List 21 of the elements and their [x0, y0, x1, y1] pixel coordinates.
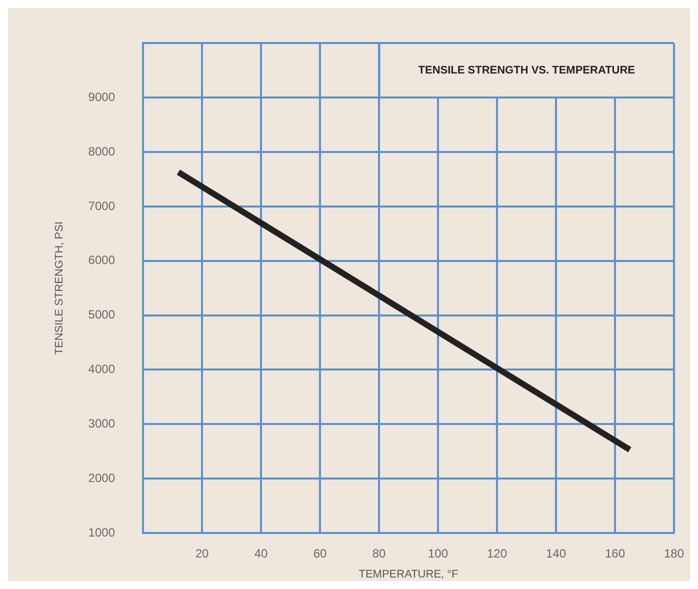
x-axis-title: TEMPERATURE, °F: [358, 568, 459, 580]
x-tick-label: 80: [372, 546, 386, 561]
y-tick-label: 8000: [88, 144, 116, 158]
x-tick-label: 140: [546, 546, 566, 561]
x-tick-label: 180: [664, 546, 684, 561]
x-tick-label: 120: [486, 546, 508, 561]
x-tick-label: 160: [604, 546, 626, 561]
y-tick-label: 9000: [88, 90, 116, 104]
y-tick-label: 4000: [88, 362, 116, 376]
x-tick-label: 60: [313, 546, 327, 561]
y-tick-label: 7000: [88, 198, 116, 213]
y-axis-title: TENSILE STRENGTH, PSI: [54, 221, 66, 355]
y-tick-label: 1000: [88, 525, 116, 540]
x-tick-label: 20: [195, 546, 209, 561]
x-tick-label: 100: [428, 546, 448, 561]
x-tick-label: 40: [254, 546, 268, 561]
y-tick-label: 3000: [88, 416, 116, 430]
text: TENSILE STRENGTH VS. TEMPERATURE: [418, 64, 636, 76]
y-tick-label: 2000: [88, 470, 116, 485]
y-tick-label: 5000: [88, 308, 116, 322]
y-tick-label: 6000: [88, 253, 116, 268]
